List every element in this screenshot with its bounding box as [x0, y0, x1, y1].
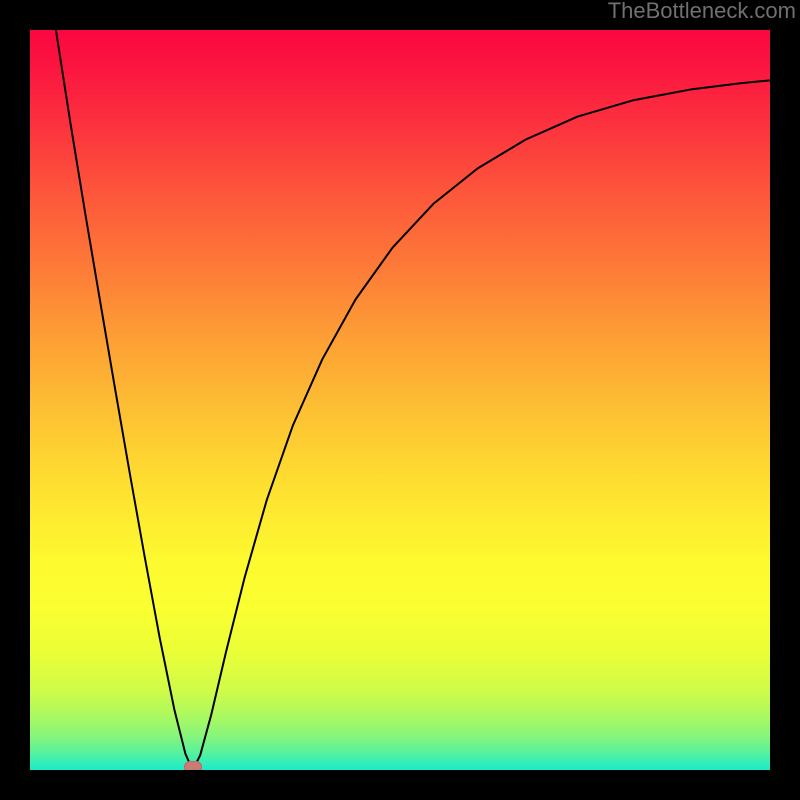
line-curve: [30, 30, 770, 770]
frame-border-bottom: [0, 770, 800, 800]
attribution-text: TheBottleneck.com: [608, 0, 800, 22]
frame-border-right: [770, 0, 800, 800]
chart-container: TheBottleneck.com: [0, 0, 800, 800]
minimum-marker: [184, 761, 202, 770]
curve-path: [56, 30, 770, 766]
plot-area: [30, 30, 770, 770]
frame-border-left: [0, 0, 30, 800]
